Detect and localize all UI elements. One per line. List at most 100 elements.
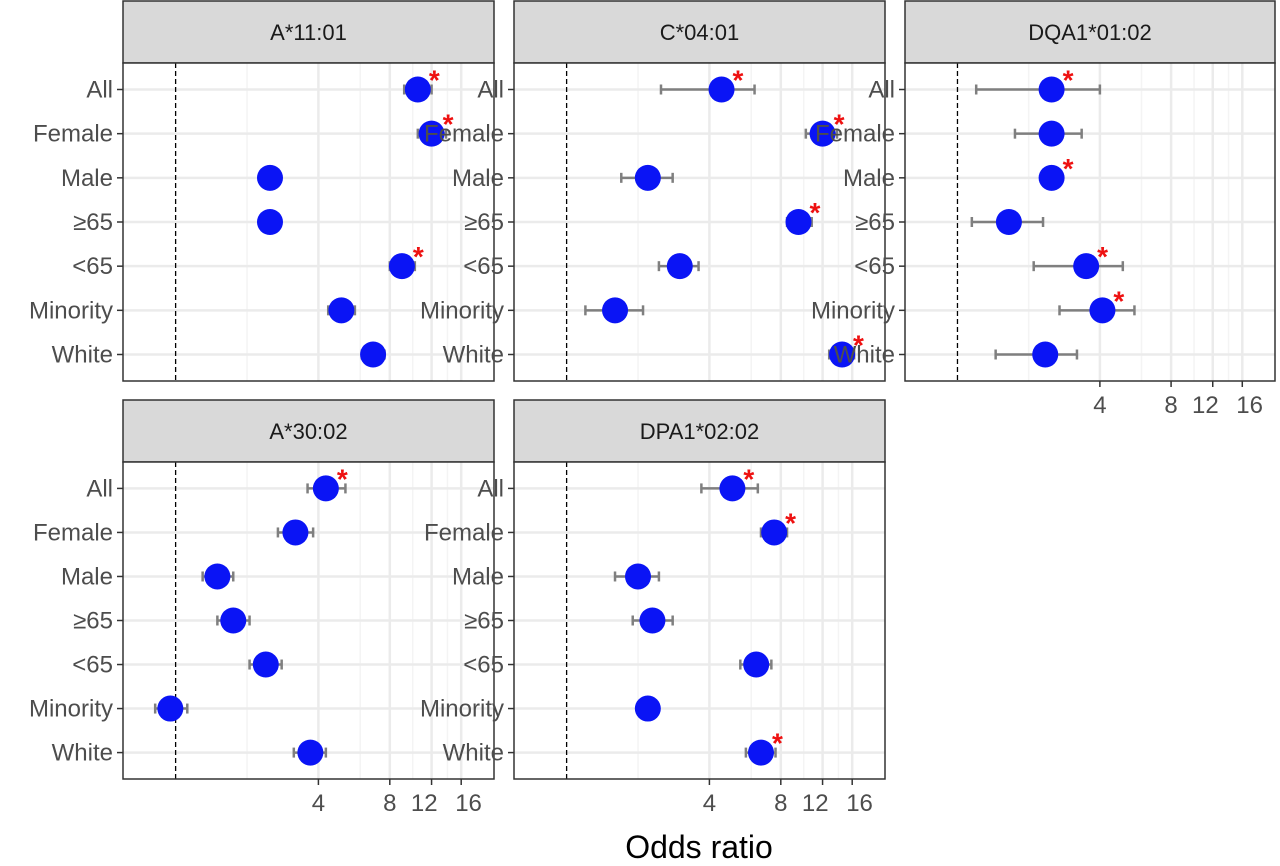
data-point-all: * [974,65,1102,103]
significance-marker: * [743,463,754,494]
significance-marker: * [772,728,783,759]
category-label: White [443,342,504,369]
odds-ratio-marker [282,519,309,546]
panel-strip [904,0,1276,64]
data-point-female: * [759,507,796,546]
data-point-minority [326,297,357,324]
x-tick-label: 8 [383,790,396,817]
panel-title: A*11:01 [270,20,347,45]
odds-ratio-marker [418,120,445,147]
odds-ratio-marker [360,341,387,368]
panel-a-11-01: A*11:01***AllFemaleMale≥65<65MinorityWhi… [29,0,495,382]
category-label: All [868,77,895,104]
category-label: <65 [463,652,504,679]
category-label: Minority [420,696,504,723]
x-tick-label: 16 [1236,392,1263,419]
category-label: ≥65 [73,608,113,635]
category-label: All [86,77,113,104]
odds-ratio-marker [829,341,856,368]
odds-ratio-marker [328,297,355,324]
panel-title: A*30:02 [269,419,347,444]
category-label: All [477,475,504,502]
odds-ratio-marker [634,695,661,722]
data-point-male [620,164,674,191]
odds-ratio-marker [1089,297,1116,324]
panel-strip [513,0,886,64]
data-point-white: * [744,728,783,766]
category-label: Female [424,519,504,546]
odds-ratio-marker [639,607,666,634]
data-point-all: * [700,463,760,502]
odds-ratio-marker [157,695,184,722]
category-label: Female [33,121,113,148]
odds-ratio-marker [256,164,283,191]
significance-marker: * [834,109,845,140]
x-tick-label: 8 [774,790,787,817]
category-label: Female [424,121,504,148]
category-label: <65 [463,253,504,280]
panel-a-30-02: A*30:02 * All Female Male ≥65 <65 Minority White… [29,399,495,817]
category-label: All [86,475,113,502]
data-point-white: * [827,330,864,368]
significance-marker: * [785,507,796,538]
odds-ratio-marker [719,475,746,502]
x-tick-label: 4 [703,790,716,817]
data-point-ge65 [256,209,283,235]
panel-dqa1-01-02: DQA1*01:02****AllFemaleMale≥65<65Minorit… [811,0,1276,419]
data-point-white [292,739,328,766]
odds-ratio-marker [1073,253,1100,280]
odds-ratio-marker [1038,164,1065,191]
x-tick-label: 12 [411,790,438,817]
odds-ratio-marker [761,519,788,546]
significance-marker: * [337,463,348,494]
category-label: Male [843,165,895,192]
data-point-male [256,164,283,191]
data-point-ge65 [216,607,251,634]
category-label: Minority [420,297,504,324]
category-label: Female [815,121,895,148]
significance-marker: * [810,197,821,228]
category-label: <65 [72,253,113,280]
category-label: Minority [29,696,113,723]
data-point-white [360,341,387,368]
x-axis-title: Odds ratio [625,829,773,865]
category-label: Female [33,519,113,546]
category-label: ≥65 [464,608,504,635]
odds-ratio-marker [625,563,652,590]
category-label: White [52,342,113,369]
data-point-all: * [306,463,348,502]
data-point-male [613,563,661,590]
odds-ratio-marker [204,563,231,590]
odds-ratio-marker [388,253,415,280]
x-tick-label: 4 [312,790,325,817]
panel-c-04-01: C*04:01****AllFemaleMale≥65<65MinorityWh… [420,0,886,382]
significance-marker: * [853,330,864,361]
data-point-lt65: * [1032,241,1125,280]
odds-ratio-marker [312,475,339,502]
panel-dpa1-02-02: DPA1*02:02 * * * All Female Male ≥65 <65 Minority… [420,399,886,817]
x-tick-label: 4 [1093,392,1106,419]
panel-title: DQA1*01:02 [1028,20,1152,45]
category-label: All [477,77,504,104]
category-label: Minority [811,297,895,324]
odds-ratio-marker [404,76,431,103]
significance-marker: * [429,65,440,96]
category-label: Minority [29,297,113,324]
category-label: White [834,342,895,369]
data-point-male: * [1038,153,1074,191]
category-label: Male [452,165,504,192]
significance-marker: * [413,241,424,272]
data-point-minority: * [1058,285,1136,324]
significance-marker: * [1063,153,1074,184]
significance-marker: * [1097,241,1108,272]
significance-marker: * [443,109,454,140]
odds-ratio-marker [634,164,661,191]
panel-strip [122,0,495,64]
x-tick-label: 12 [802,790,829,817]
panel-title: DPA1*02:02 [640,419,759,444]
x-tick-label: 12 [1192,392,1219,419]
data-point-minority [584,297,645,324]
data-point-lt65 [657,253,700,280]
odds-ratio-marker [666,253,693,280]
